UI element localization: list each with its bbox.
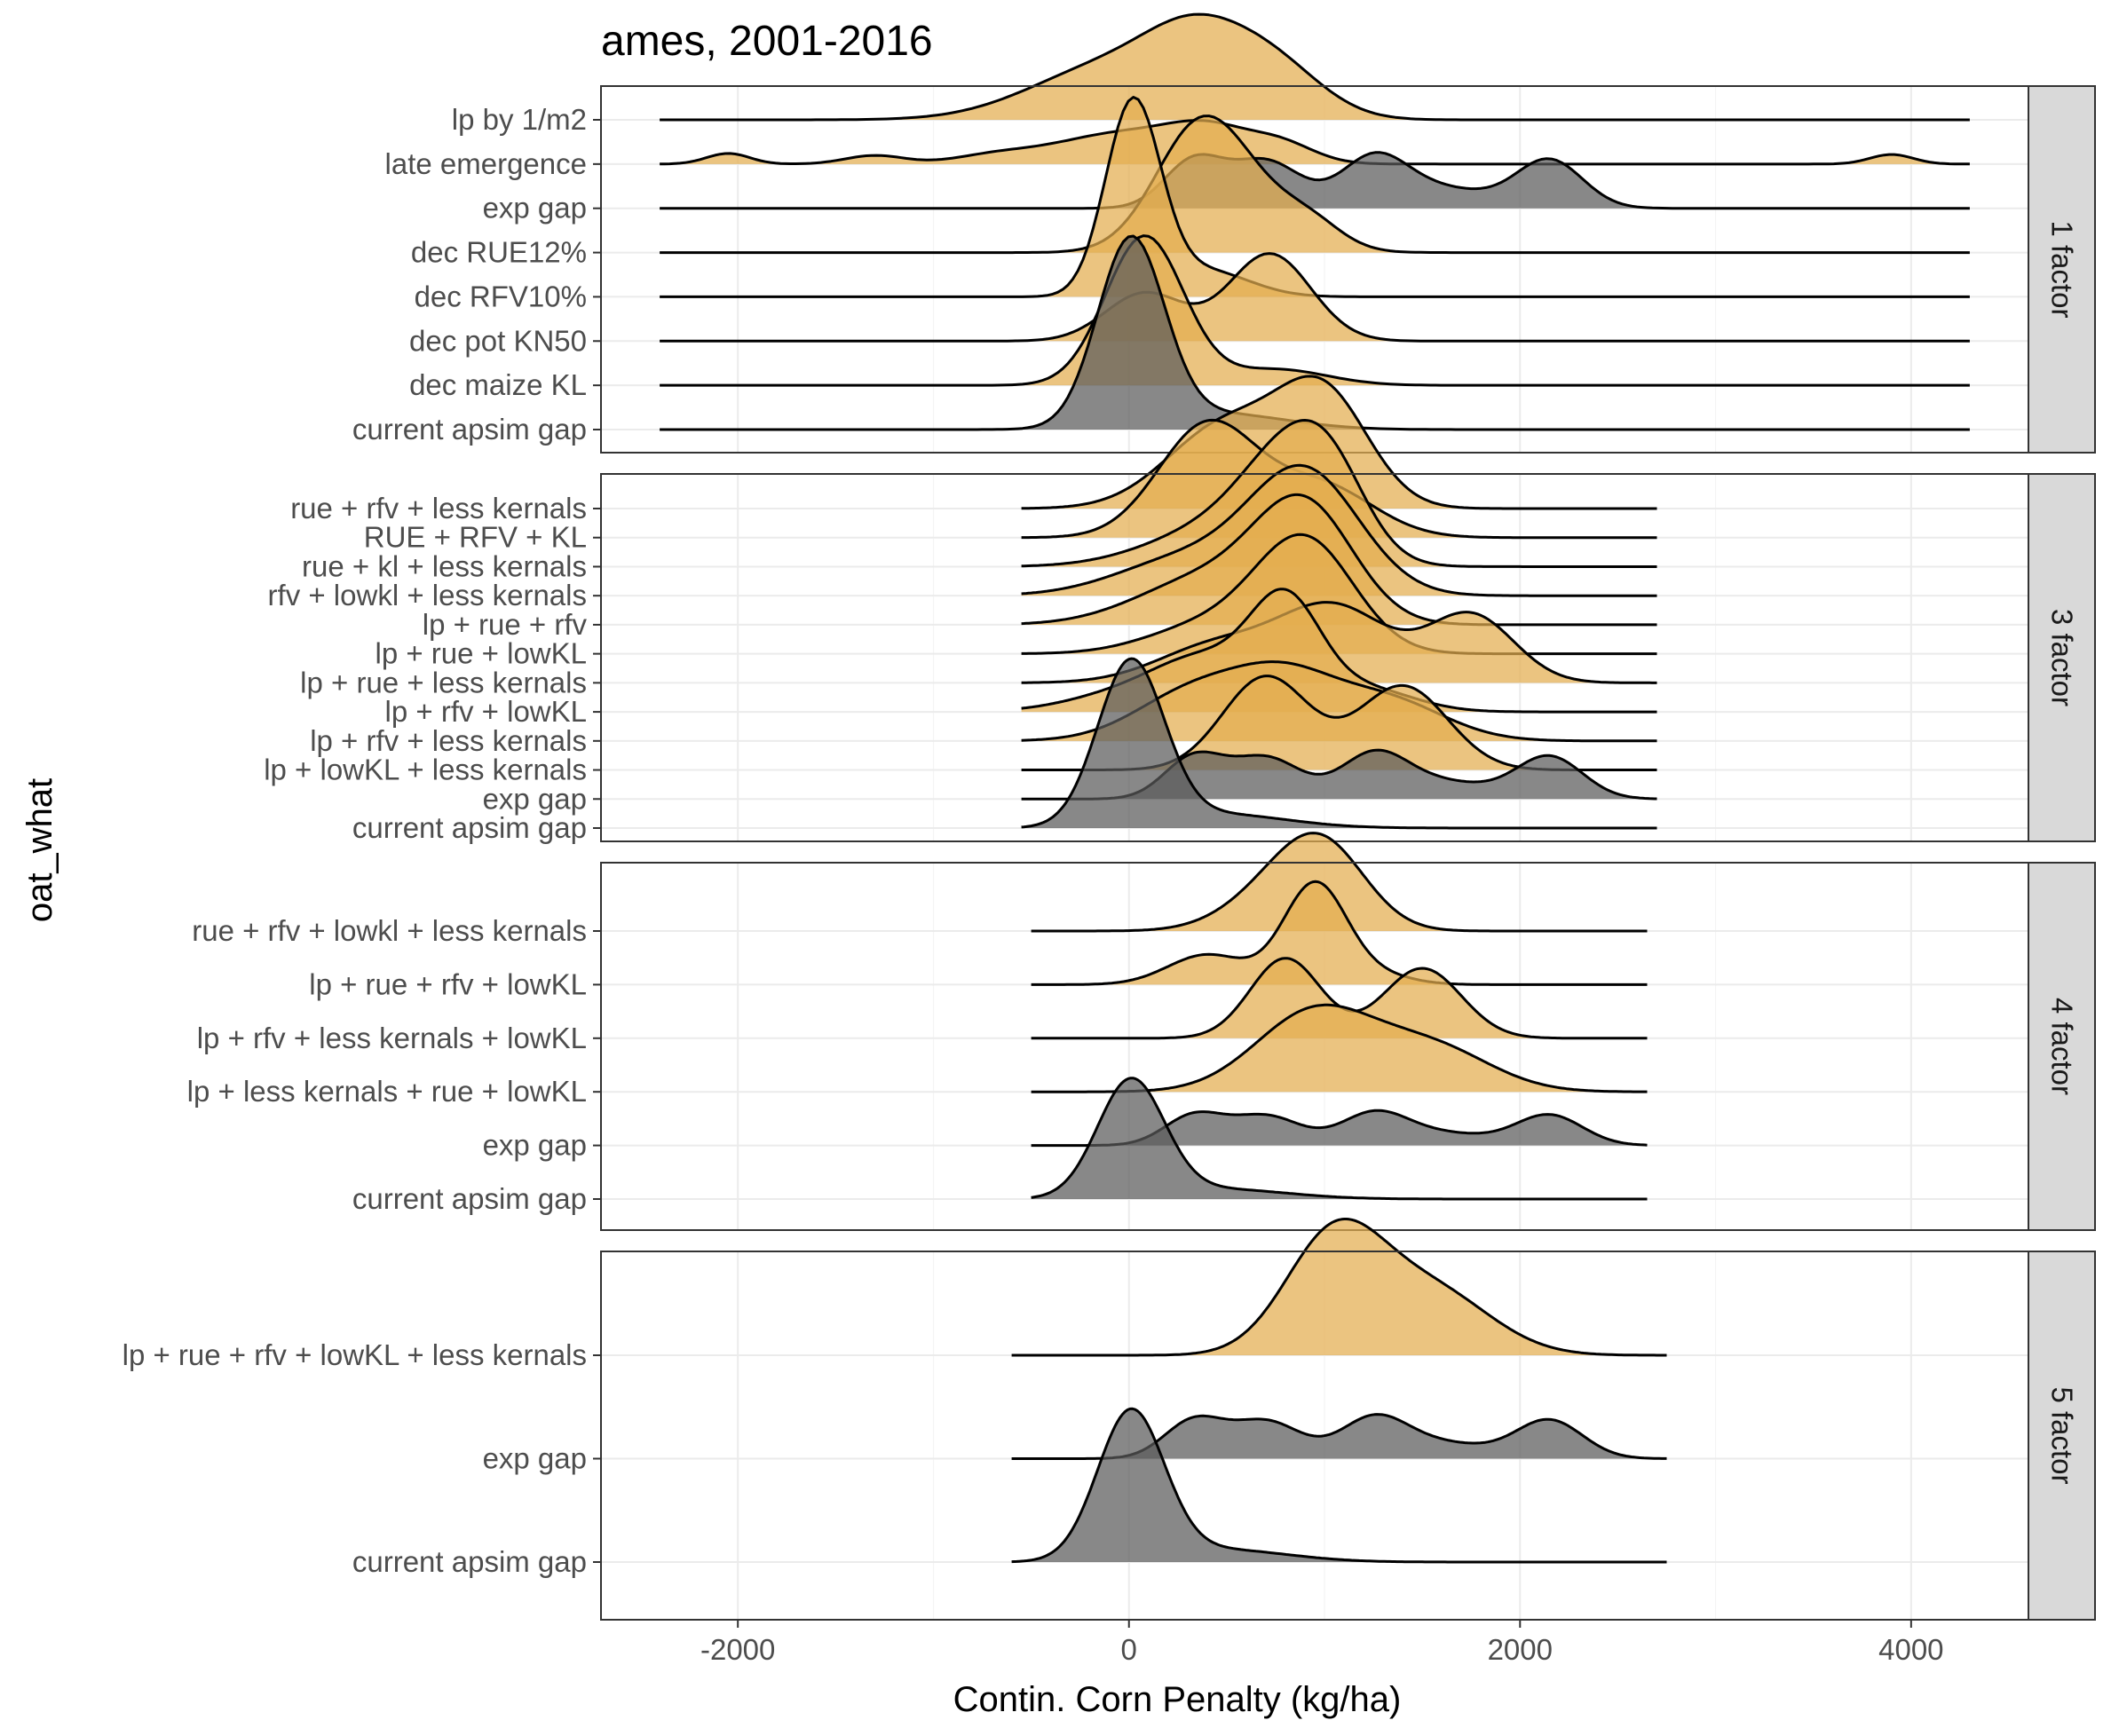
x-tick-label: 4000 xyxy=(1878,1633,1943,1666)
facet-strip xyxy=(2028,1251,2096,1621)
ridge-fill xyxy=(1031,1077,1648,1199)
y-tick-label: current apsim gap xyxy=(352,811,587,844)
y-tick-label: lp + rue + rfv + lowKL + less kernals xyxy=(123,1338,587,1371)
ridge-line xyxy=(660,119,1970,166)
x-tick-label: 2000 xyxy=(1488,1633,1553,1666)
y-tick-label: dec maize KL xyxy=(409,368,587,401)
facet-panel: lp by 1/m2 late emergence exp gap dec RUE12… xyxy=(352,12,2096,454)
ridge-line xyxy=(1021,533,1657,656)
ridge-line xyxy=(1021,463,1657,597)
ridge-fill xyxy=(1011,1414,1667,1459)
facet-strip-label: 1 factor xyxy=(2046,220,2079,318)
y-tick-label: lp + rfv + less kernals + lowKL xyxy=(197,1022,587,1054)
facet-strip xyxy=(2028,862,2096,1231)
y-tick-label: lp + rue + rfv xyxy=(423,608,588,641)
y-tick-label: lp + less kernals + rue + lowKL xyxy=(187,1075,587,1108)
y-tick-label: dec pot KN50 xyxy=(409,324,587,357)
y-tick-label: lp + rfv + less kernals xyxy=(310,724,587,757)
y-tick-label: lp + rue + less kernals xyxy=(300,666,587,698)
ridge-fill xyxy=(660,253,1970,342)
y-tick-label: dec RUE12% xyxy=(411,236,587,269)
y-tick-label: lp + rue + lowKL xyxy=(376,637,587,670)
x-tick-label: 0 xyxy=(1121,1633,1137,1666)
ridge-line xyxy=(1021,657,1657,830)
y-tick-label: current apsim gap xyxy=(352,1182,587,1215)
x-axis-title: Contin. Corn Penalty (kg/ha) xyxy=(953,1680,1402,1719)
y-tick-label: late emergence xyxy=(385,147,587,180)
ridge-fill xyxy=(660,115,1970,253)
ridge-line xyxy=(1021,419,1657,568)
facet-strip xyxy=(2028,85,2096,454)
y-tick-label: lp + lowKL + less kernals xyxy=(264,754,587,786)
facet-panels: lp by 1/m2 late emergence exp gap dec RUE12… xyxy=(123,12,2096,1621)
y-tick-label: rfv + lowkl + less kernals xyxy=(268,579,587,612)
ridge-fill xyxy=(1011,1409,1667,1562)
ridge-fill xyxy=(1021,420,1657,538)
facet-strip-label: 3 factor xyxy=(2046,609,2079,706)
ridge-line xyxy=(660,234,1970,387)
ridge-fill xyxy=(1031,1005,1648,1093)
facet-strip-label: 5 factor xyxy=(2046,1386,2079,1484)
y-tick-label: lp by 1/m2 xyxy=(452,103,587,136)
ridge-line xyxy=(1021,375,1657,510)
ridge-fill xyxy=(660,14,1970,121)
ridge-line xyxy=(1031,832,1648,933)
ridge-line xyxy=(1011,1218,1667,1357)
y-axis-title: oat_what xyxy=(20,778,59,922)
ridge-line xyxy=(1021,493,1657,627)
ridge-line xyxy=(1011,1407,1667,1564)
y-tick-label: exp gap xyxy=(483,1129,587,1162)
y-tick-label: rue + rfv + less kernals xyxy=(290,492,587,525)
facet-panel: rue + rfv + lowkl + less kernals lp + rue… xyxy=(187,832,2096,1231)
x-axis: -2000 0 2000 4000 xyxy=(700,1620,1944,1666)
ridge-line xyxy=(660,12,1970,122)
ridge-fill xyxy=(1021,675,1657,770)
y-tick-label: exp gap xyxy=(483,192,587,225)
ridge-line xyxy=(1031,880,1648,986)
ridge-fill xyxy=(1031,832,1648,931)
y-tick-label: dec RFV10% xyxy=(415,280,587,312)
y-tick-label: lp + rue + rfv + lowKL xyxy=(309,967,587,1000)
y-tick-label: current apsim gap xyxy=(352,1545,587,1578)
ridge-fill xyxy=(1021,534,1657,654)
ridge-line xyxy=(660,114,1970,255)
ridge-line xyxy=(660,151,1970,210)
y-tick-label: current apsim gap xyxy=(352,413,587,446)
y-tick-label: rue + rfv + lowkl + less kernals xyxy=(192,914,587,947)
facet-strip xyxy=(2028,473,2096,842)
plot-title: ames, 2001-2016 xyxy=(601,18,933,65)
ridge-line xyxy=(660,252,1970,343)
x-tick-label: -2000 xyxy=(700,1633,775,1666)
y-tick-label: lp + rfv + lowKL xyxy=(385,695,587,728)
y-tick-label: exp gap xyxy=(483,1442,587,1475)
ridge-fill xyxy=(1021,494,1657,625)
y-tick-label: exp gap xyxy=(483,782,587,815)
ridge-fill xyxy=(1031,881,1648,985)
ridge-fill xyxy=(1021,659,1657,828)
y-tick-label: rue + kl + less kernals xyxy=(302,549,587,582)
facet-panel: lp + rue + rfv + lowKL + less kernals exp… xyxy=(123,1218,2096,1621)
ridge-line xyxy=(1031,1077,1648,1201)
ridge-fill xyxy=(1011,1219,1667,1355)
ridge-fill xyxy=(1021,661,1657,741)
ridge-fill xyxy=(1031,1110,1648,1146)
y-tick-label: RUE + RFV + KL xyxy=(364,521,587,554)
ridge-fill xyxy=(1021,588,1657,713)
facet-strip-label: 4 factor xyxy=(2046,998,2079,1095)
